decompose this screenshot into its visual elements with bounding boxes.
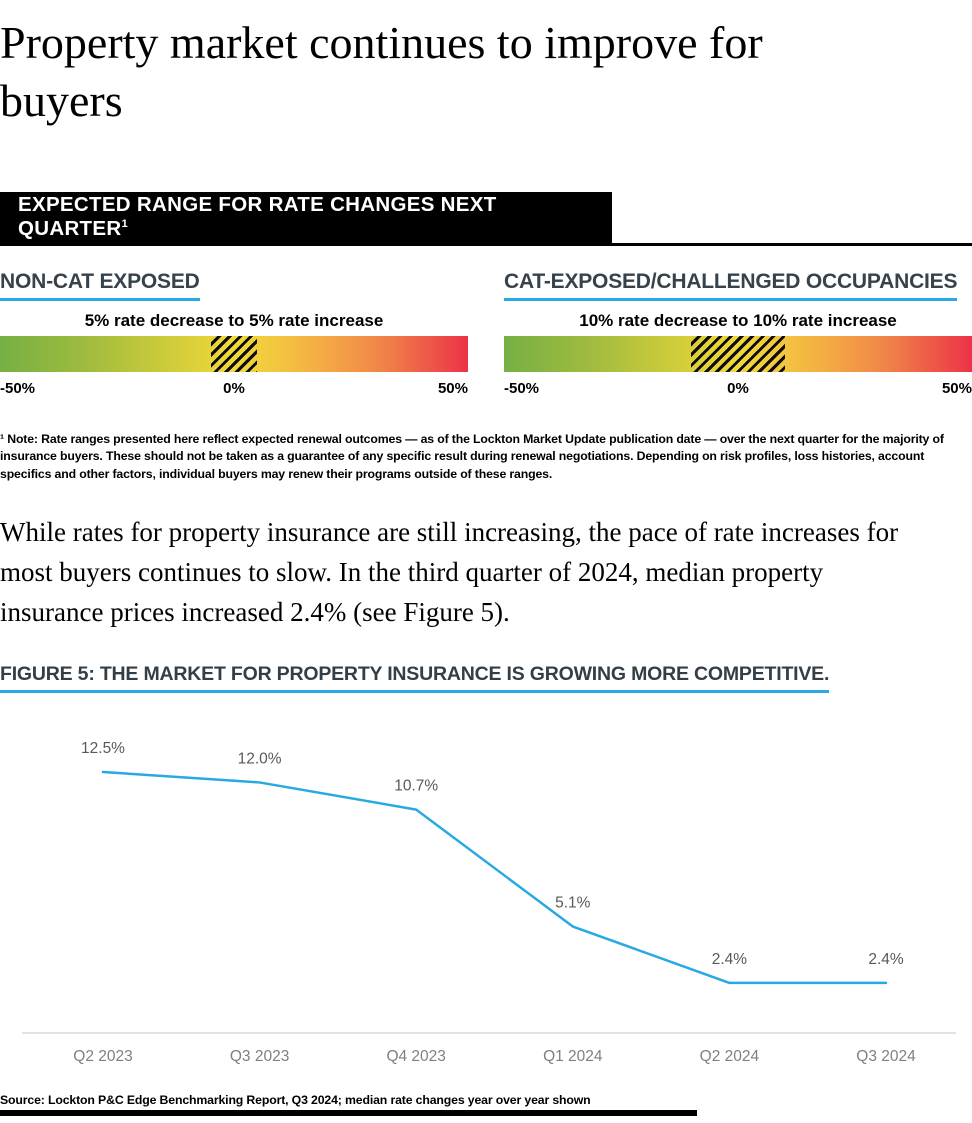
rate-range-panels: NON-CAT EXPOSED 5% rate decrease to 5% r… bbox=[0, 270, 972, 397]
panel-heading-non-cat: NON-CAT EXPOSED bbox=[0, 270, 200, 301]
x-axis-tick-label: Q3 2023 bbox=[230, 1048, 289, 1065]
x-axis-tick-label: Q3 2024 bbox=[856, 1048, 916, 1065]
rate-change-line bbox=[101, 770, 888, 985]
scale-max-label: 50% bbox=[437, 379, 468, 397]
source-note: Source: Lockton P&C Edge Benchmarking Re… bbox=[0, 1093, 591, 1108]
banner-row: EXPECTED RANGE FOR RATE CHANGES NEXT QUA… bbox=[0, 191, 972, 246]
expected-range-hatch-non-cat bbox=[210, 335, 258, 372]
scale-min-label: -50% bbox=[504, 379, 540, 397]
banner-heading: EXPECTED RANGE FOR RATE CHANGES NEXT QUA… bbox=[18, 193, 497, 241]
scale-min-label: -50% bbox=[0, 379, 36, 397]
data-point-label: 5.1% bbox=[555, 895, 591, 912]
expected-range-hatch-cat-exposed bbox=[691, 335, 785, 372]
range-label-non-cat: 5% rate decrease to 5% rate increase bbox=[84, 310, 384, 330]
body-paragraph: While rates for property insurance are s… bbox=[0, 517, 899, 628]
scale-max-label: 50% bbox=[941, 379, 972, 397]
footer-band bbox=[0, 1110, 697, 1117]
rate-gradient-bar-cat-exposed bbox=[504, 335, 972, 372]
figure5-chart: 12.5% 12.0% 10.7% 5.1% 2.4% 2.4% Q2 2023 Q3 202… bbox=[22, 740, 956, 1065]
scale-wrap: -50% 0% 50% bbox=[504, 380, 972, 397]
page-title: Property market continues to improve for… bbox=[0, 17, 763, 126]
panel-cat-exposed: CAT-EXPOSED/CHALLENGED OCCUPANCIES 10% r… bbox=[504, 270, 972, 397]
x-axis-tick-label: Q2 2023 bbox=[73, 1048, 132, 1065]
scale-mid-label: 0% bbox=[727, 379, 749, 397]
x-axis-tick-label: Q2 2024 bbox=[700, 1048, 760, 1065]
data-point-label: 12.0% bbox=[238, 751, 282, 768]
footnote-marker: 1 bbox=[121, 218, 129, 231]
scale-mid-label: 0% bbox=[223, 379, 245, 397]
x-axis-tick-label: Q4 2023 bbox=[386, 1048, 445, 1065]
x-axis-tick-label: Q1 2024 bbox=[543, 1048, 603, 1065]
figure5-heading: FIGURE 5: THE MARKET FOR PROPERTY INSURA… bbox=[0, 663, 829, 694]
panel-non-cat: NON-CAT EXPOSED 5% rate decrease to 5% r… bbox=[0, 270, 468, 397]
data-point-label: 12.5% bbox=[81, 740, 125, 757]
scale-row-non-cat: -50% 0% 50% bbox=[0, 380, 468, 397]
scale-wrap: -50% 0% 50% bbox=[0, 380, 468, 397]
rate-gradient-bar-non-cat bbox=[0, 335, 468, 372]
data-point-label: 10.7% bbox=[394, 778, 438, 795]
data-point-label: 2.4% bbox=[712, 951, 748, 968]
range-label-cat-exposed: 10% rate decrease to 10% rate increase bbox=[579, 310, 897, 330]
panel-heading-cat-exposed: CAT-EXPOSED/CHALLENGED OCCUPANCIES bbox=[504, 270, 957, 301]
rate-range-footnote: ¹ Note: Rate ranges presented here refle… bbox=[0, 431, 944, 481]
scale-row-cat-exposed: -50% 0% 50% bbox=[504, 380, 972, 397]
rate-change-banner: EXPECTED RANGE FOR RATE CHANGES NEXT QUA… bbox=[0, 191, 612, 243]
data-point-label: 2.4% bbox=[868, 951, 904, 968]
